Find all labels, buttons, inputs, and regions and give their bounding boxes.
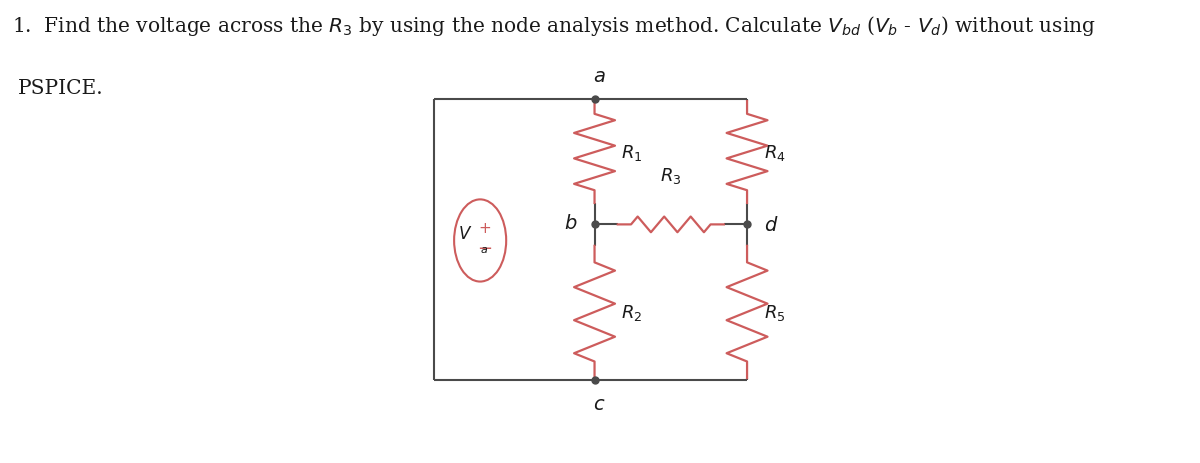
Text: $R_5$: $R_5$ (764, 302, 785, 322)
Text: $d$: $d$ (764, 215, 779, 234)
Text: 1.  Find the voltage across the $R_3$ by using the node analysis method. Calcula: 1. Find the voltage across the $R_3$ by … (12, 14, 1096, 38)
Text: $R_2$: $R_2$ (620, 302, 642, 322)
Text: $V$: $V$ (458, 225, 473, 243)
Text: PSPICE.: PSPICE. (18, 79, 103, 98)
Text: $c$: $c$ (593, 394, 606, 413)
Text: $R_4$: $R_4$ (764, 143, 786, 163)
Text: $-$: $-$ (478, 238, 492, 255)
Text: $b$: $b$ (564, 213, 578, 232)
Text: $a$: $a$ (480, 244, 488, 255)
Text: $R_1$: $R_1$ (620, 143, 642, 163)
Text: $+$: $+$ (479, 221, 491, 236)
Text: $a$: $a$ (593, 67, 606, 86)
Text: $R_3$: $R_3$ (660, 166, 682, 186)
